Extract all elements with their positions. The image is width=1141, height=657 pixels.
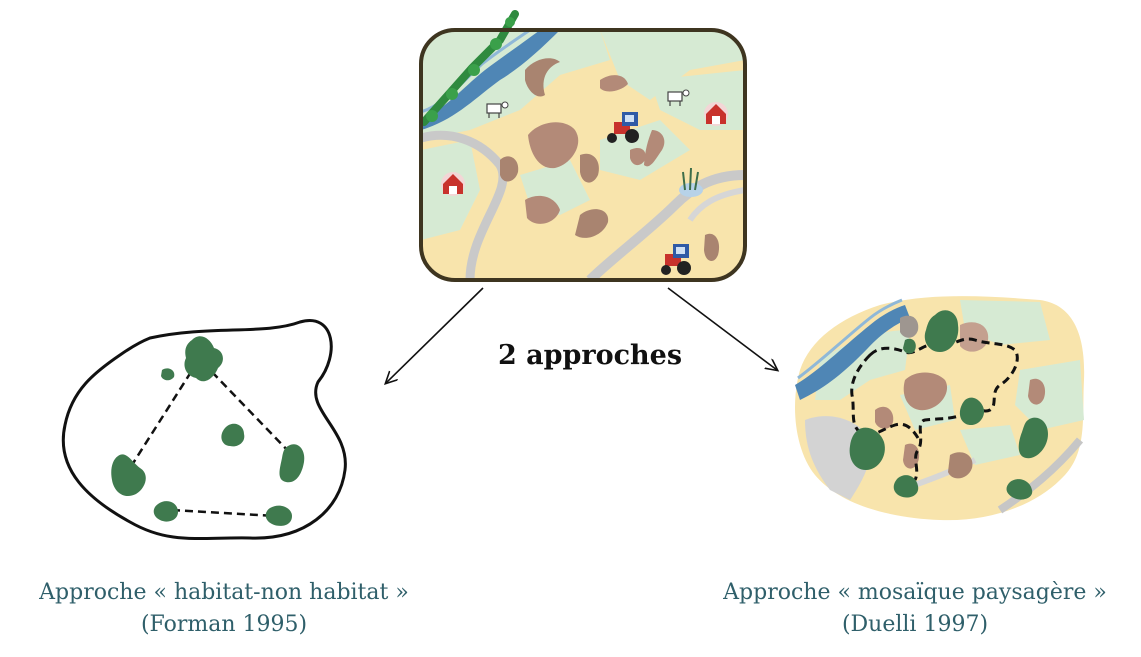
- habitat-patch: [279, 444, 305, 483]
- barn-icon: [704, 102, 728, 126]
- habitat-patch: [111, 454, 146, 497]
- tree-icon: [420, 10, 519, 126]
- habitat-patch: [184, 336, 223, 382]
- habitat-patches: [111, 336, 305, 526]
- barn-icon: [441, 172, 465, 196]
- right-caption-title: Approche « mosaïque paysagère »: [723, 580, 1107, 605]
- habitat-patch: [1018, 417, 1048, 459]
- habitat-patch: [1006, 479, 1033, 500]
- habitat-patch: [221, 423, 245, 447]
- landscape-boundary: [61, 319, 347, 541]
- habitat-patch: [849, 427, 885, 470]
- habitat-patches: [849, 310, 1048, 500]
- mosaic-diagram: [795, 296, 1085, 521]
- right-caption: Approche « mosaïque paysagère » (Duelli …: [685, 577, 1141, 641]
- habitat-patch: [265, 505, 292, 526]
- habitat-diagram: [61, 319, 347, 541]
- left-caption-citation: (Forman 1995): [140, 612, 308, 637]
- habitat-patch: [153, 501, 178, 522]
- cow-icon: [486, 101, 509, 118]
- center-label: 2 approches: [497, 340, 683, 371]
- tractor-icon: [661, 244, 691, 275]
- right-caption-citation: (Duelli 1997): [841, 612, 989, 637]
- habitat-patch: [959, 397, 985, 426]
- landscape-map: [419, 10, 747, 282]
- habitat-patch: [161, 368, 175, 381]
- cow-icon: [667, 89, 690, 106]
- tractor-icon: [607, 112, 639, 143]
- reed-icon: [679, 167, 703, 197]
- left-caption: Approche « habitat-non habitat » (Forman…: [0, 577, 454, 641]
- habitat-patch: [893, 475, 919, 498]
- habitat-patch: [903, 338, 916, 354]
- arrow-right: [667, 287, 777, 370]
- left-caption-title: Approche « habitat-non habitat »: [39, 580, 409, 605]
- habitat-patch: [924, 310, 959, 352]
- connectivity-links: [128, 371, 293, 518]
- arrow-left: [386, 287, 484, 383]
